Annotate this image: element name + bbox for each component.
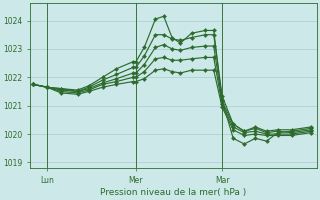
X-axis label: Pression niveau de la mer( hPa ): Pression niveau de la mer( hPa ) xyxy=(100,188,247,197)
